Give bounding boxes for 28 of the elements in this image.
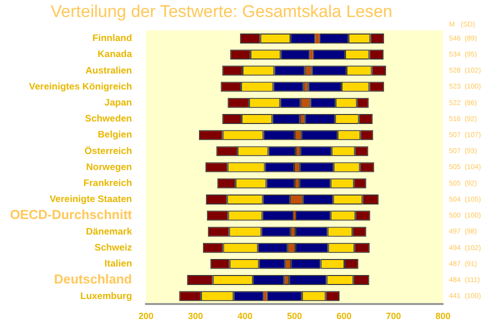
y-tick-label: OECD-Durchschnitt bbox=[10, 207, 133, 222]
y-tick-label: Schweden bbox=[85, 114, 132, 125]
y-tick-label: Kanada bbox=[98, 49, 133, 60]
y-tick-label: Finnland bbox=[92, 33, 132, 44]
x-tick-label: 700 bbox=[386, 311, 402, 322]
y-tick-label: Deutschland bbox=[54, 272, 132, 287]
y-tick-label: Luxemburg bbox=[80, 290, 132, 302]
bar bbox=[264, 291, 267, 302]
y-tick-label: Norwegen bbox=[86, 162, 132, 173]
y-tick-label: Australien bbox=[86, 65, 132, 76]
y-tick-label: Dänemark bbox=[86, 226, 133, 238]
x-tick-label: 800 bbox=[435, 311, 451, 322]
y-tick-label: Italien bbox=[104, 258, 132, 270]
x-tick-label: 200 bbox=[138, 311, 154, 322]
x-tick-label: 600 bbox=[336, 311, 352, 322]
y-tick-label: Japan bbox=[104, 98, 132, 108]
y-tick-label: Schweiz bbox=[94, 242, 132, 254]
x-tick-label: 300 bbox=[188, 311, 204, 322]
y-tick-label: Vereinigtes Königreich bbox=[29, 81, 132, 92]
y-tick-label: Frankreich bbox=[83, 178, 132, 190]
y-tick-label: Vereinigte Staaten bbox=[50, 194, 132, 206]
bar bbox=[315, 33, 320, 44]
bar bbox=[310, 50, 313, 60]
y-tick-label: Belgien bbox=[98, 130, 132, 141]
x-tick-label: 400 bbox=[237, 311, 253, 322]
x-tick-label: 500 bbox=[286, 311, 302, 322]
y-tick-label: Österreich bbox=[84, 144, 132, 157]
chart-title: Verteilung der Testwerte: Gesamtskala Lesen bbox=[50, 2, 392, 21]
